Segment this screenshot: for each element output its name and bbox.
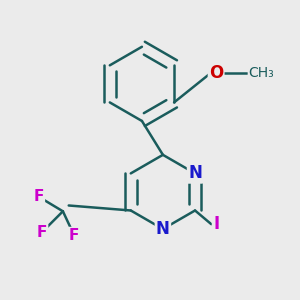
- Text: N: N: [156, 220, 170, 238]
- Text: F: F: [37, 225, 47, 240]
- Text: N: N: [188, 164, 202, 182]
- Text: F: F: [34, 189, 44, 204]
- Text: I: I: [213, 215, 219, 233]
- Text: F: F: [69, 228, 80, 243]
- Text: O: O: [209, 64, 223, 82]
- Text: CH₃: CH₃: [248, 66, 274, 80]
